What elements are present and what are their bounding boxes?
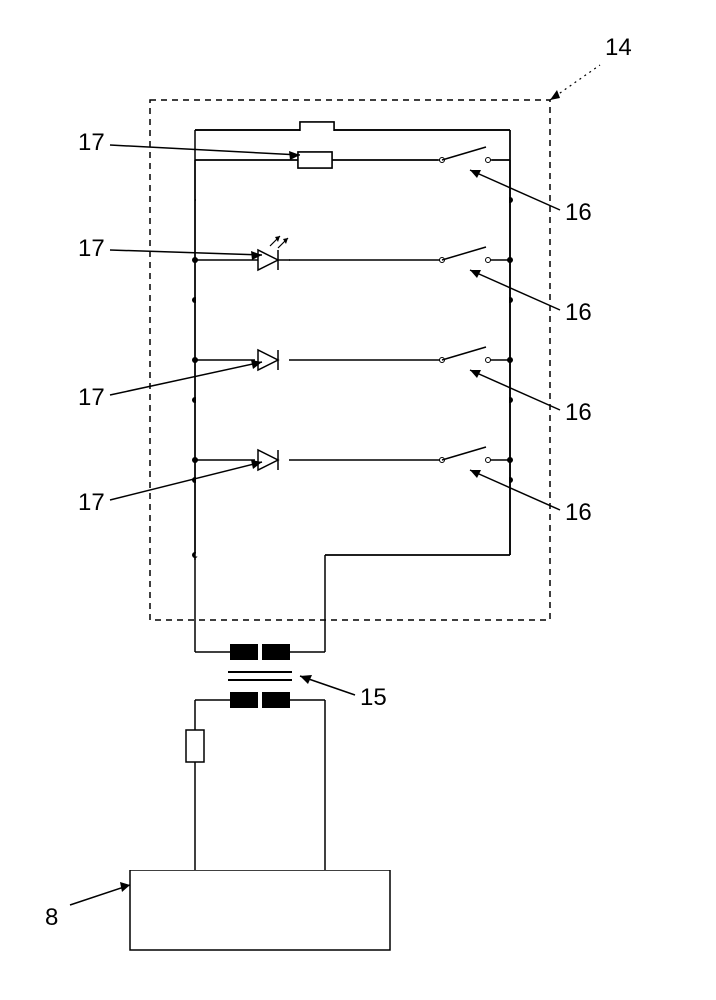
label-15: 15 — [360, 684, 387, 711]
diode-2 — [255, 445, 289, 475]
svg-text:16: 16 — [565, 299, 592, 326]
svg-text:16: 16 — [565, 499, 592, 526]
svg-text:17: 17 — [78, 235, 105, 262]
svg-text:16: 16 — [565, 199, 592, 226]
diode-1 — [255, 345, 289, 375]
circuit-diagram: 8 15 14 — [0, 0, 716, 1000]
svg-text:17: 17 — [78, 129, 105, 156]
svg-text:16: 16 — [565, 399, 592, 426]
label-8: 8 — [45, 904, 58, 931]
block-8 — [130, 870, 390, 950]
svg-text:17: 17 — [78, 384, 105, 411]
label-14: 14 — [605, 34, 632, 61]
svg-text:17: 17 — [78, 489, 105, 516]
